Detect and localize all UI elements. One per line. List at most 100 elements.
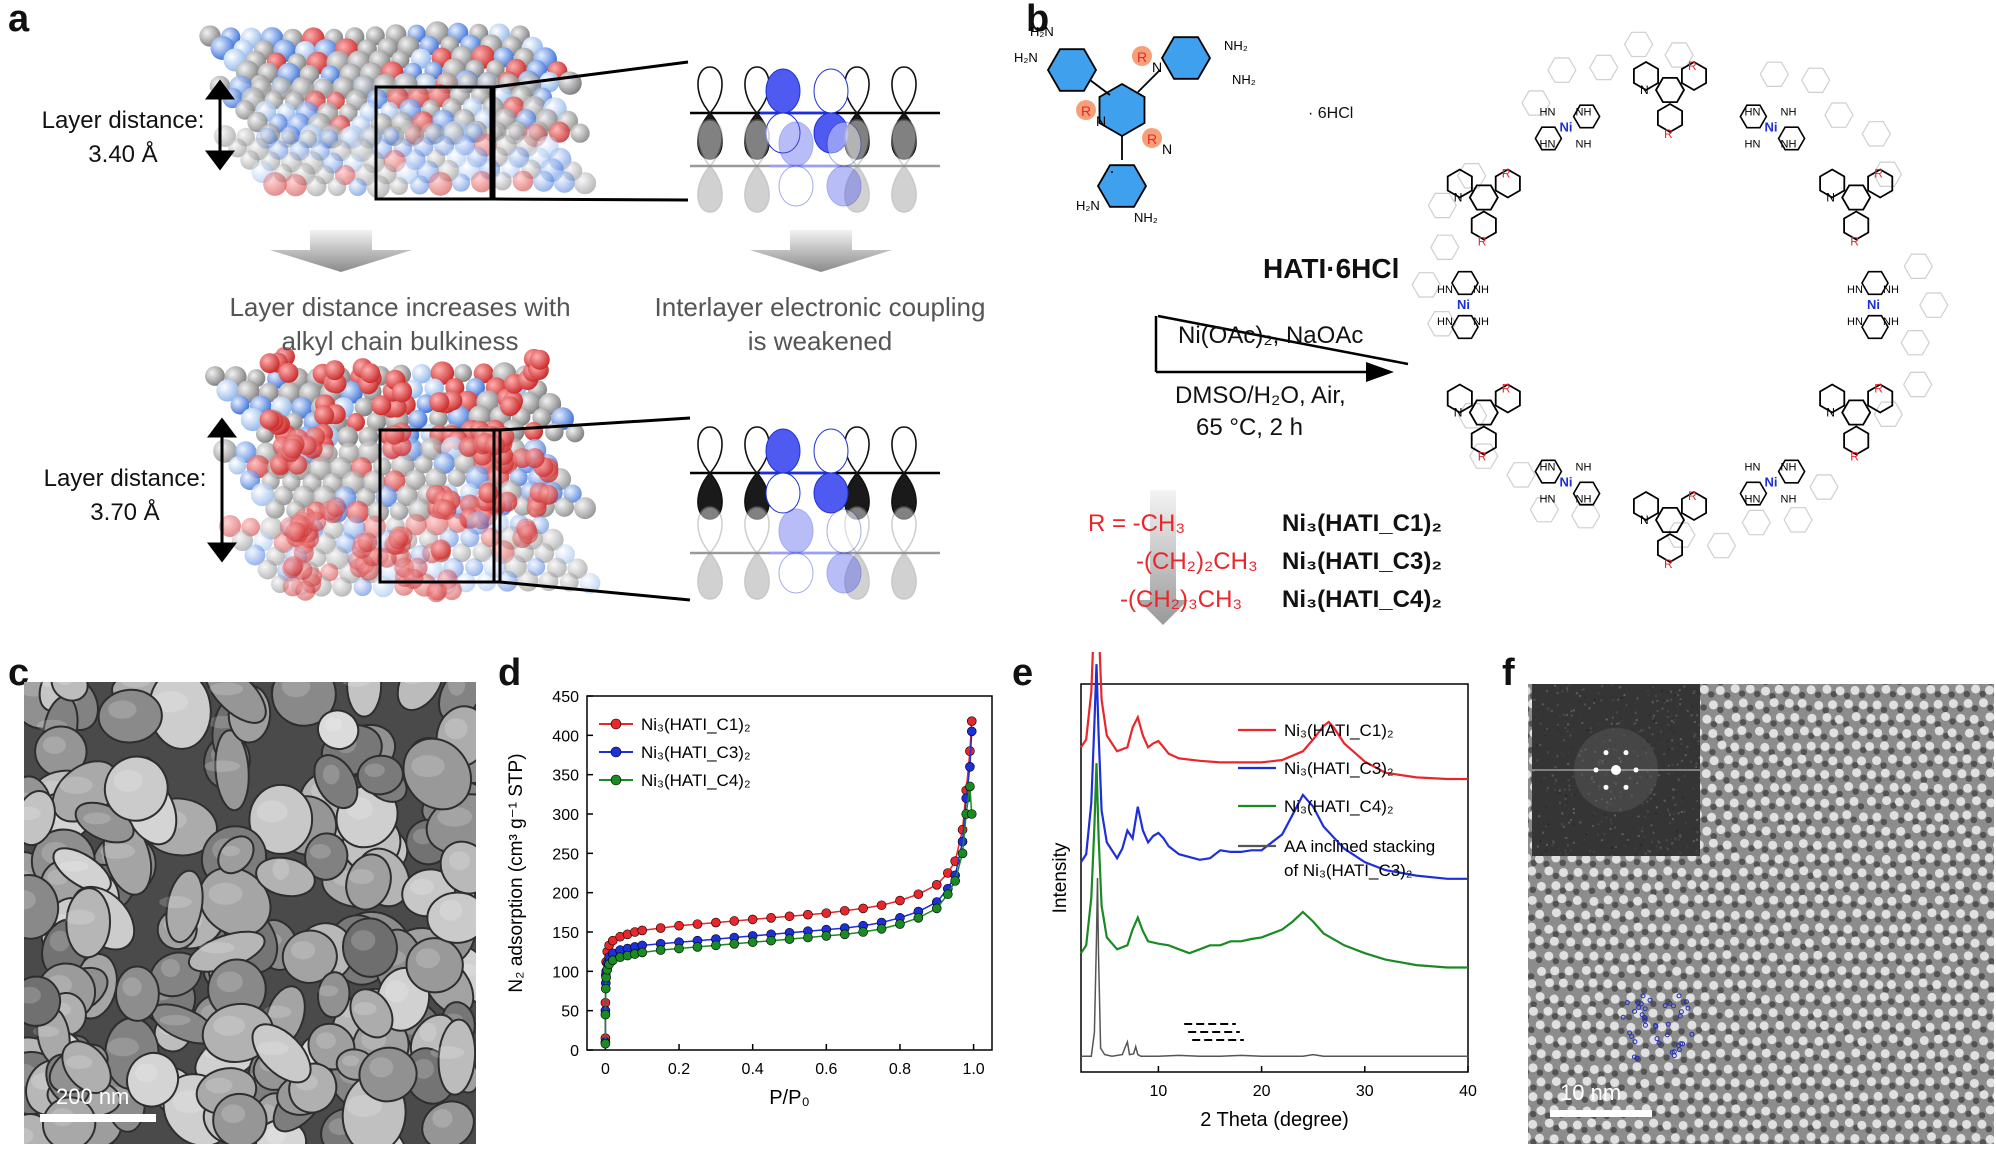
tem-lattice-dark (1657, 1124, 1664, 1132)
tem-lattice-dark (1964, 1140, 1972, 1144)
tem-lattice-dark (1656, 900, 1663, 907)
stacking-model-icon (1184, 1023, 1244, 1041)
tem-lattice-spot (1759, 1021, 1769, 1031)
x-tick-label: 1.0 (962, 1061, 984, 1078)
fft-noise (1557, 723, 1560, 726)
tem-lattice-spot (1566, 1077, 1576, 1087)
data-point (674, 920, 684, 931)
p-orbital-lobe (844, 119, 870, 168)
tem-lattice-dark (1725, 970, 1732, 978)
tem-lattice-dark (1776, 847, 1783, 854)
tem-lattice-spot (1604, 1007, 1614, 1017)
tem-lattice-spot (1640, 1048, 1650, 1058)
tem-lattice-dark (1528, 1069, 1530, 1075)
tem-lattice-spot (1947, 866, 1957, 876)
tem-lattice-dark (1590, 1083, 1598, 1090)
overlay-atom (1636, 1004, 1642, 1010)
tem-lattice-spot (1992, 1092, 1994, 1100)
tem-lattice-dark (1672, 1015, 1680, 1022)
tem-lattice-spot (1858, 1008, 1868, 1018)
fft-noise (1643, 835, 1646, 838)
tem-lattice-spot (1790, 1105, 1800, 1115)
fft-noise (1639, 756, 1642, 759)
tem-lattice-dark (1948, 1111, 1955, 1119)
p-orbital-lobe (891, 66, 917, 115)
tem-lattice-spot (1837, 965, 1847, 975)
nh-label: NH (1883, 316, 1899, 328)
tem-lattice-spot (1814, 700, 1824, 710)
tem-lattice-dark (1738, 748, 1745, 756)
tem-lattice-spot (1843, 755, 1853, 765)
tem-lattice-dark (1597, 903, 1605, 910)
sem-highlight (369, 1057, 394, 1078)
tem-lattice-spot (1985, 740, 1994, 750)
tem-lattice-dark (1889, 915, 1897, 923)
d-orbital-lobe (765, 428, 801, 474)
fft-noise (1643, 815, 1646, 818)
y-tick-label: 250 (552, 846, 579, 863)
tem-lattice-dark (1866, 1014, 1874, 1021)
benzene-ring (1706, 532, 1737, 559)
tem-lattice-spot (1610, 994, 1620, 1004)
sem-particle (345, 853, 392, 911)
tem-lattice-dark (1730, 956, 1738, 963)
tem-lattice-dark (1559, 1026, 1567, 1033)
fft-noise (1554, 766, 1557, 769)
tem-lattice-spot (1572, 1035, 1582, 1045)
tem-lattice-dark (1887, 719, 1895, 726)
tem-lattice-dark (1882, 873, 1890, 880)
fft-noise (1606, 801, 1609, 804)
r-label: R (1502, 382, 1511, 396)
tem-lattice-dark (1641, 987, 1648, 994)
tem-lattice-spot (1948, 755, 1958, 765)
fft-noise (1664, 854, 1667, 856)
tem-lattice-spot (1939, 824, 1949, 834)
atom-sphere (579, 572, 601, 594)
tem-lattice-dark (1777, 901, 1784, 909)
tem-lattice-dark (1979, 1139, 1987, 1144)
tem-lattice-spot (1941, 965, 1951, 975)
benzene-ring (1451, 270, 1479, 296)
atom-sphere (570, 123, 590, 143)
tem-lattice-spot (1768, 867, 1778, 877)
tem-lattice-dark (1625, 1014, 1633, 1021)
reagent-line-3: 65 °C, 2 h (1196, 414, 1303, 441)
fft-noise (1675, 853, 1678, 856)
p-orbital-lobe (844, 551, 870, 600)
atom-sphere (389, 177, 409, 196)
fft-noise (1666, 772, 1669, 775)
tem-lattice-spot (1692, 1006, 1702, 1016)
legend-marker (610, 718, 622, 730)
fft-noise (1678, 689, 1681, 692)
tem-lattice-spot (1769, 895, 1779, 905)
atom-sphere (219, 515, 241, 537)
tem-lattice-spot (1918, 754, 1928, 764)
tem-lattice-dark (1971, 1041, 1978, 1048)
ni-label: Ni (1560, 475, 1573, 490)
sem-highlight (317, 985, 339, 997)
tem-lattice-dark (1882, 958, 1889, 965)
tem-lattice-dark (1814, 887, 1822, 895)
tem-lattice-spot (1752, 1119, 1762, 1129)
n-label: N (1096, 113, 1106, 129)
fft-noise (1626, 839, 1629, 842)
tem-lattice-spot (1835, 826, 1845, 836)
tem-lattice-spot (1812, 1120, 1822, 1130)
tem-lattice-spot (1581, 994, 1591, 1004)
tem-lattice-spot (1941, 740, 1951, 750)
benzene-ring (1572, 481, 1601, 506)
tem-lattice-spot (1897, 910, 1907, 920)
fft-noise (1601, 762, 1604, 765)
atom-sphere (284, 174, 307, 197)
tem-lattice-dark (1822, 1043, 1830, 1050)
tem-lattice-spot (1544, 924, 1554, 934)
tem-lattice-spot (1625, 881, 1635, 891)
tem-lattice-dark (1671, 987, 1679, 994)
n-label: N (1454, 191, 1463, 205)
tem-lattice-dark (1544, 1112, 1552, 1119)
data-point (766, 935, 776, 946)
fft-noise (1625, 703, 1628, 706)
fft-noise (1634, 722, 1637, 725)
fft-noise (1602, 740, 1605, 743)
tem-lattice-dark (1528, 1013, 1530, 1020)
